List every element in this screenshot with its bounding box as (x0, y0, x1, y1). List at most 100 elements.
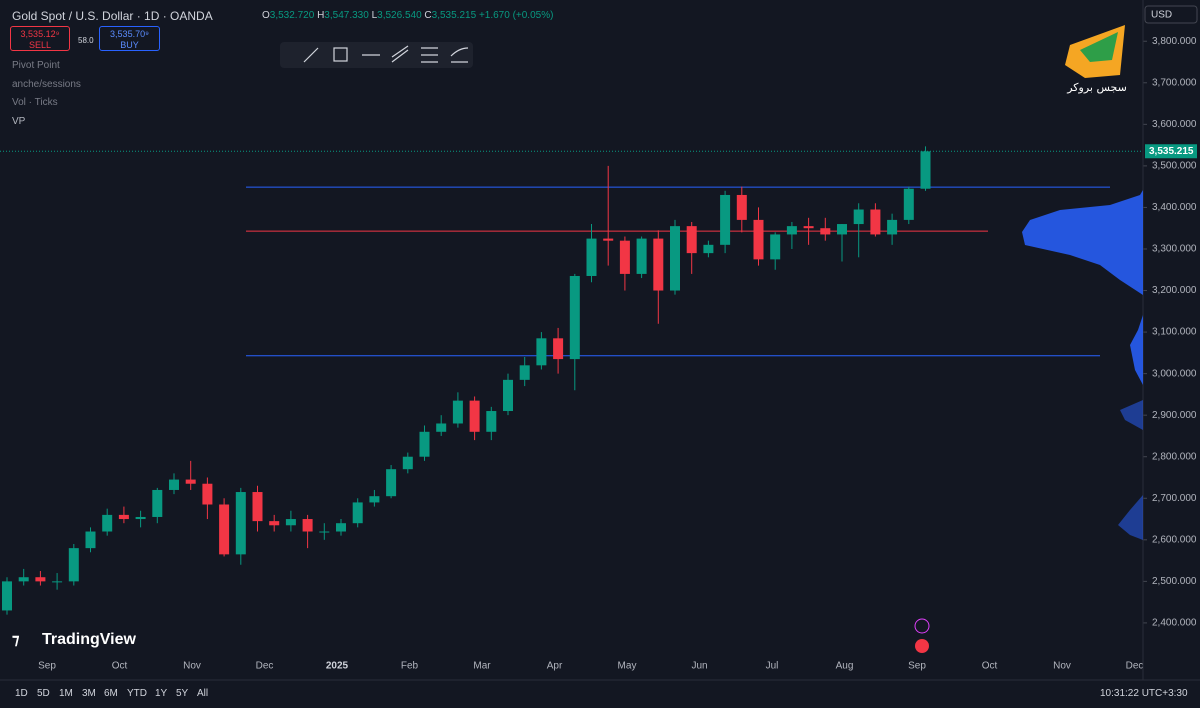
candle-body (319, 531, 330, 533)
value: 3,547.330 (324, 10, 369, 21)
candle-body (670, 226, 680, 291)
range-button[interactable]: 5D (37, 688, 50, 699)
currency-button[interactable] (1144, 5, 1198, 24)
x-tick-label: Dec (256, 661, 274, 672)
y-tick-label: 3,600.000 (1152, 119, 1197, 130)
candle-body (369, 496, 380, 503)
value: 3,532.720 (269, 10, 315, 21)
range-button[interactable]: 5Y (176, 688, 189, 699)
brand-icon: ⁊ (12, 631, 20, 648)
plot: 3,800.000 3,700.000 3,600.000 3,500.000 3,40… (0, 36, 1197, 672)
candle-body (920, 151, 931, 189)
symbol: Gold Spot / U.S. Dollar · 1D · OANDA (12, 9, 213, 23)
candle-body (519, 365, 530, 380)
candle-body (653, 238, 664, 291)
indicator: VP (12, 116, 26, 127)
candle-body (903, 188, 914, 220)
candle-body (269, 521, 280, 526)
candle-body (202, 483, 213, 505)
logo-text: سجس بروکر (1066, 81, 1127, 94)
label: L (371, 10, 378, 21)
y-tick-label: 3,100.000 (1152, 327, 1197, 338)
x-tick-label: Nov (183, 661, 201, 672)
candle-body (35, 577, 46, 582)
candle-body (2, 581, 12, 611)
x-tick-label: Dec (1126, 661, 1144, 672)
candle-body (870, 209, 881, 235)
logo (1065, 25, 1125, 78)
candle-body (419, 431, 430, 457)
range-button[interactable]: All (197, 688, 209, 699)
candle-body (503, 379, 513, 412)
label: O (262, 10, 270, 21)
y-tick-label: 2,600.000 (1152, 534, 1197, 545)
candle-body (786, 226, 797, 235)
price-tag-label: 3,535.215 (1149, 146, 1194, 157)
candle-body (219, 504, 230, 555)
change: +1.670 (+0.05%) (478, 10, 554, 21)
range-button[interactable]: 1D (15, 688, 28, 699)
y-tick-label: 3,500.000 (1152, 161, 1197, 172)
candle-body (102, 514, 113, 532)
y-tick-label: 2,400.000 (1152, 618, 1197, 629)
x-tick-label: Jun (691, 661, 707, 672)
x-tick-label: May (618, 661, 637, 672)
range-button[interactable]: 1Y (155, 688, 168, 699)
candle-body (285, 519, 296, 526)
candle-body (720, 194, 731, 245)
x-tick-label: Oct (982, 661, 998, 672)
price-tag (1145, 144, 1197, 159)
range-button[interactable]: 6M (104, 688, 118, 699)
y-tick-label: 3,400.000 (1152, 202, 1197, 213)
range-button[interactable]: 3M (82, 688, 96, 699)
x-tick-label: Sep (908, 661, 926, 672)
x-tick-label: Nov (1053, 661, 1071, 672)
value: 3,526.540 (377, 10, 422, 21)
candle-body (753, 219, 764, 260)
y-tick-label: 2,800.000 (1152, 451, 1197, 462)
volume-profile (1022, 190, 1143, 540)
candle-body (736, 194, 747, 220)
candle-body (235, 492, 246, 555)
range-button[interactable]: YTD (127, 688, 147, 699)
clock: 10:31:22 UTC+3:30 (1100, 688, 1188, 699)
x-tick-label: Feb (401, 661, 419, 672)
candle-body (837, 224, 847, 235)
value: 3,535.215 (431, 10, 477, 21)
x-tick-label: Aug (836, 661, 854, 672)
drawing-tools (303, 45, 469, 63)
range-button[interactable]: 1M (59, 688, 73, 699)
x-tick-label: Jul (766, 661, 779, 672)
candle-body (386, 469, 397, 497)
candle-body (536, 338, 547, 366)
candle-body (469, 400, 480, 432)
candle-body (302, 519, 313, 532)
indicator: Vol · Ticks (12, 97, 58, 108)
spread: 58.0 (78, 36, 94, 45)
y-tick-label: 3,700.000 (1152, 77, 1197, 88)
label: C (424, 10, 432, 21)
candle-body (686, 226, 697, 254)
candle-body (85, 531, 96, 549)
candle-body (619, 240, 630, 274)
candle-body (68, 548, 79, 582)
candle-body (770, 234, 781, 260)
candle-body (52, 581, 63, 583)
candle-body (603, 238, 614, 241)
x-tick-label: Apr (547, 661, 563, 672)
candle-body (436, 423, 447, 432)
candle-body (853, 209, 864, 225)
candle-body (402, 456, 413, 470)
y-tick-label: 3,300.000 (1152, 244, 1197, 255)
event-icon (914, 618, 930, 634)
candle-body (569, 275, 580, 360)
candle-body (803, 226, 814, 229)
sell-button[interactable]: 3,535.12⁹ SELL (10, 26, 70, 51)
candle-body (636, 238, 647, 274)
buy-button[interactable]: 3,535.70⁹ BUY (99, 26, 160, 51)
y-tick-label: 3,000.000 (1152, 368, 1197, 379)
event-icon (915, 639, 929, 653)
candle-body (152, 489, 163, 517)
